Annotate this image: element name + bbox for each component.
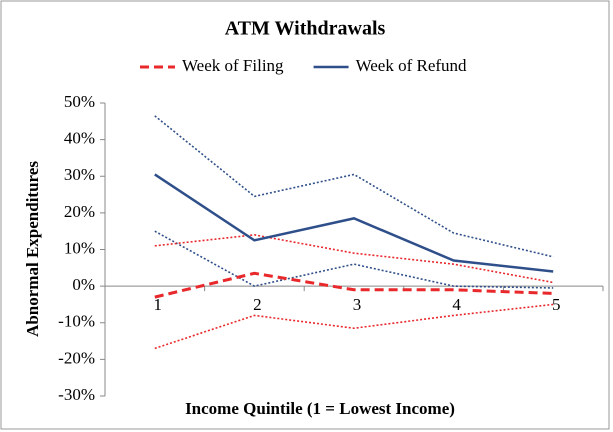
x-tick-label: 3 xyxy=(353,295,362,314)
y-tick-label: -10% xyxy=(58,312,95,331)
y-tick-label: 10% xyxy=(64,238,95,257)
series-line xyxy=(154,234,554,284)
y-tick-label: 0% xyxy=(72,275,95,294)
legend-label: Week of Filing xyxy=(182,56,284,75)
y-tick-label: 20% xyxy=(64,202,95,221)
series-line xyxy=(154,173,554,273)
x-tick-label: 1 xyxy=(154,295,163,314)
y-tick-label: -30% xyxy=(58,385,95,404)
chart-title: ATM Withdrawals xyxy=(225,18,386,40)
series-line xyxy=(154,115,554,258)
series-line xyxy=(154,271,554,299)
legend-label: Week of Refund xyxy=(356,56,467,75)
series-line xyxy=(154,303,554,350)
y-axis-label: Abnormal Expenditures xyxy=(23,161,42,337)
x-tick-label: 5 xyxy=(552,295,561,314)
x-tick-label: 4 xyxy=(452,295,461,314)
y-tick-label: 30% xyxy=(64,165,95,184)
y-tick-label: 50% xyxy=(64,92,95,111)
x-axis-label: Income Quintile (1 = Lowest Income) xyxy=(185,399,455,418)
x-tick-label: 2 xyxy=(253,295,262,314)
y-tick-label: -20% xyxy=(58,348,95,367)
y-tick-label: 40% xyxy=(64,129,95,148)
